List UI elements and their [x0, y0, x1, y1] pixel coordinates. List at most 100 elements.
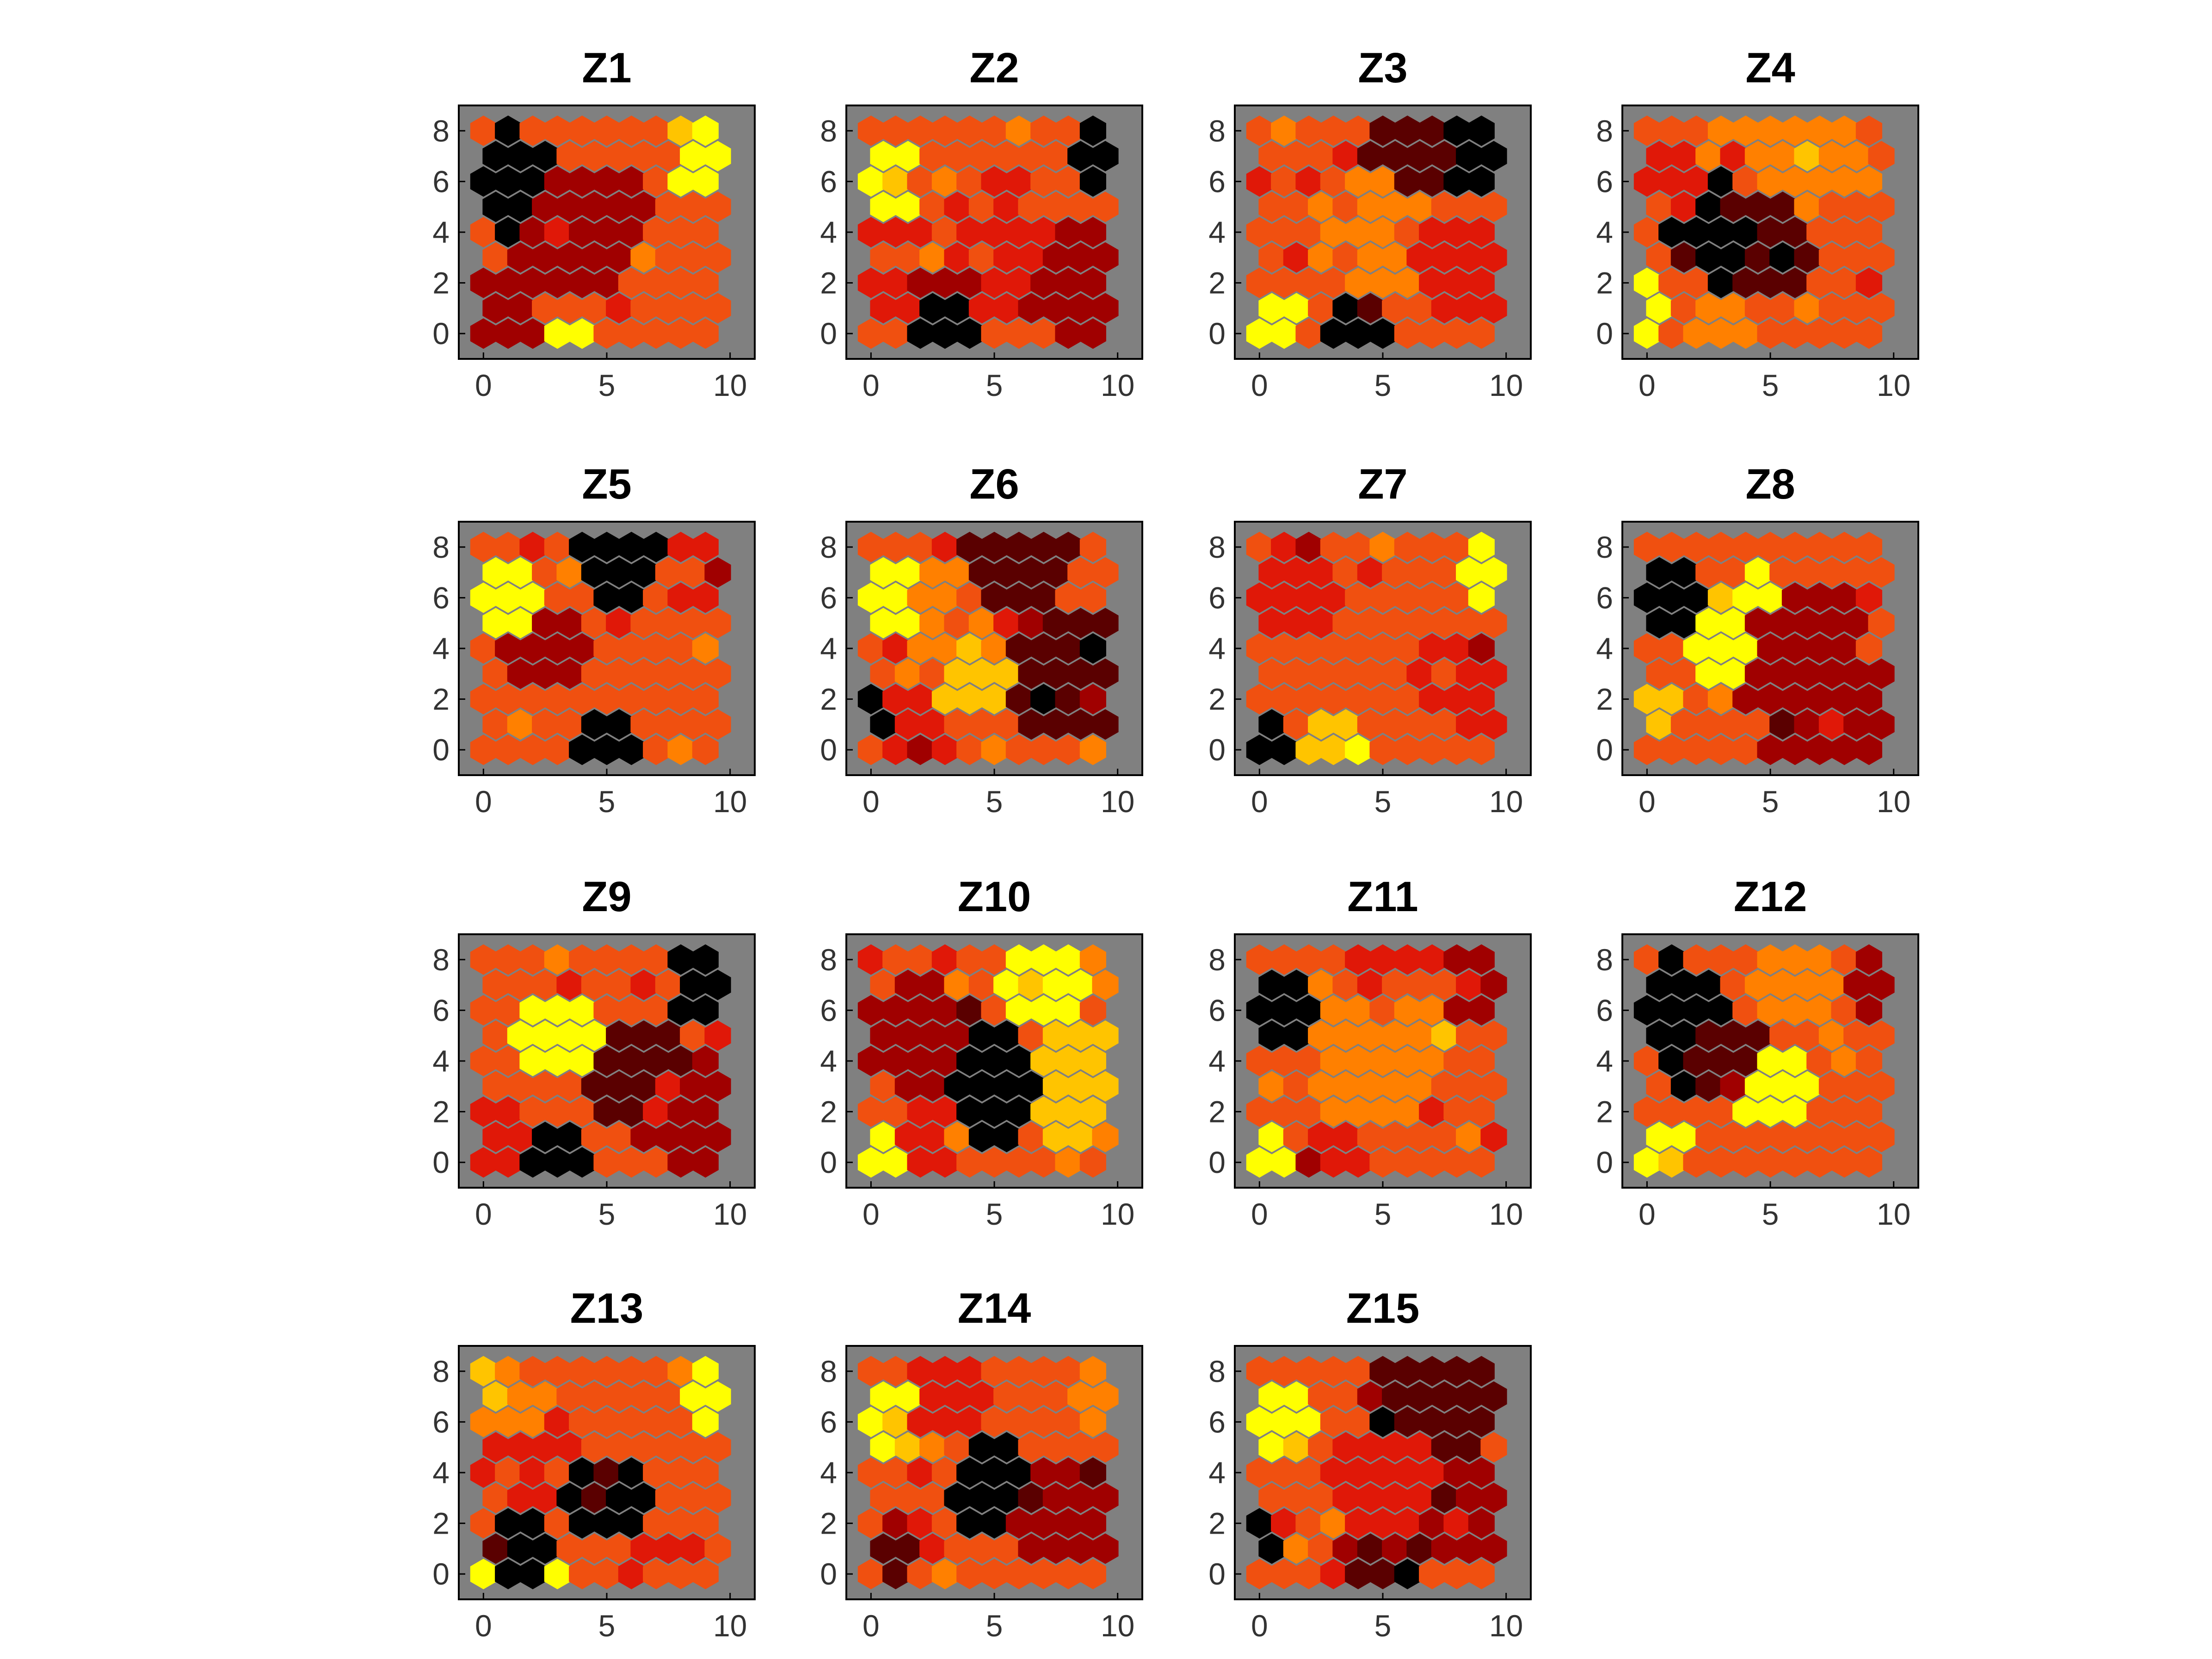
hex-cell: [1456, 709, 1483, 740]
hex-cells: [470, 1356, 731, 1590]
hex-cell: [1357, 141, 1384, 172]
hex-cell: [1868, 557, 1895, 588]
hex-cell: [1431, 557, 1458, 588]
hex-cell: [1732, 115, 1759, 146]
hex-cell: [507, 1533, 534, 1564]
hex-cell: [1633, 633, 1660, 664]
hex-cell: [1633, 267, 1660, 298]
hex-cell: [1443, 1096, 1470, 1127]
panel-title: Z11: [1347, 873, 1418, 920]
hex-cell: [1720, 293, 1747, 324]
hex-cell: [1246, 734, 1273, 765]
x-tick-label: 0: [863, 784, 880, 819]
hex-cell: [956, 633, 983, 664]
hex-cell: [1295, 633, 1322, 664]
hex-cell: [1369, 166, 1396, 197]
hex-cell: [1480, 242, 1507, 273]
hex-cell: [667, 318, 694, 349]
hex-cell: [1431, 141, 1458, 172]
y-tick-label: 2: [820, 682, 837, 716]
hex-cell: [870, 191, 897, 222]
hex-cell: [1030, 318, 1057, 349]
hex-cell: [581, 557, 608, 588]
hex-cell: [1818, 969, 1845, 1000]
hex-cell: [1633, 1147, 1660, 1178]
hex-cell: [1468, 531, 1495, 562]
hex-cell: [569, 1508, 596, 1539]
hex-cell: [1707, 633, 1734, 664]
hex-cell: [1670, 608, 1697, 639]
hex-cell: [1781, 582, 1808, 613]
hex-cell: [556, 242, 583, 273]
hex-cell: [981, 582, 1008, 613]
hex-cell: [1079, 1096, 1106, 1127]
hex-cell: [1670, 557, 1697, 588]
y-tick-label: 2: [432, 682, 450, 716]
hex-cell: [1332, 1020, 1359, 1051]
hex-cell: [1806, 1147, 1833, 1178]
hex-cell: [956, 944, 983, 975]
hex-cell: [1394, 1096, 1421, 1127]
hex-cell: [655, 191, 682, 222]
hex-cell: [667, 115, 694, 146]
hex-cell: [1271, 995, 1298, 1026]
hex-cell: [532, 191, 559, 222]
hex-cell: [944, 1432, 971, 1463]
hex-cell: [1683, 217, 1710, 247]
y-tick-label: 8: [432, 1354, 450, 1388]
hex-cell: [1018, 608, 1045, 639]
hex-cell: [956, 115, 983, 146]
hex-cell: [704, 191, 731, 222]
hex-cell: [1055, 1147, 1082, 1178]
hex-cell: [956, 684, 983, 715]
hex-cell: [956, 1406, 983, 1437]
y-tick-label: 6: [1596, 580, 1613, 615]
hex-cell: [1781, 1147, 1808, 1178]
hex-cell: [544, 1406, 571, 1437]
hex-cell: [692, 1508, 719, 1539]
hex-cell: [1818, 293, 1845, 324]
hex-cell: [1092, 141, 1119, 172]
hex-cell: [993, 557, 1020, 588]
hex-cell: [1030, 1046, 1057, 1076]
hex-cell: [1443, 115, 1470, 146]
hex-cell: [1468, 1508, 1495, 1539]
hex-cell: [1030, 995, 1057, 1026]
hex-cell: [1707, 995, 1734, 1026]
hex-cell: [882, 1046, 909, 1076]
hex-cell: [519, 1457, 546, 1488]
hex-cell: [1806, 531, 1833, 562]
hex-cell: [1868, 242, 1895, 273]
hex-cell: [993, 141, 1020, 172]
hex-cell: [956, 1559, 983, 1590]
hex-cell: [704, 658, 731, 689]
hex-cell: [1468, 1457, 1495, 1488]
hex-cell: [1357, 557, 1384, 588]
hex-cell: [532, 1482, 559, 1513]
hex-cell: [519, 582, 546, 613]
hex-cell: [1382, 1381, 1409, 1412]
hex-cell: [956, 318, 983, 349]
hex-cell: [1683, 734, 1710, 765]
hex-cell: [1345, 1406, 1372, 1437]
hex-cell: [1079, 1046, 1106, 1076]
hex-cell: [1030, 1508, 1057, 1539]
hex-cell: [1345, 1508, 1372, 1539]
hex-cell: [1406, 969, 1433, 1000]
hex-cell: [1769, 658, 1796, 689]
y-tick-label: 6: [1208, 164, 1226, 198]
hex-cells: [1633, 531, 1895, 765]
hex-cell: [1744, 709, 1771, 740]
hex-cell: [1431, 1381, 1458, 1412]
y-tick-label: 2: [1596, 266, 1613, 300]
hex-cell: [919, 293, 946, 324]
y-tick-label: 8: [1596, 114, 1613, 148]
hex-cell: [1468, 115, 1495, 146]
x-tick-label: 0: [1639, 784, 1656, 819]
hex-cell: [1030, 1356, 1057, 1387]
hex-cell: [919, 1482, 946, 1513]
hex-cells: [470, 531, 731, 765]
x-tick-label: 0: [1251, 784, 1268, 819]
